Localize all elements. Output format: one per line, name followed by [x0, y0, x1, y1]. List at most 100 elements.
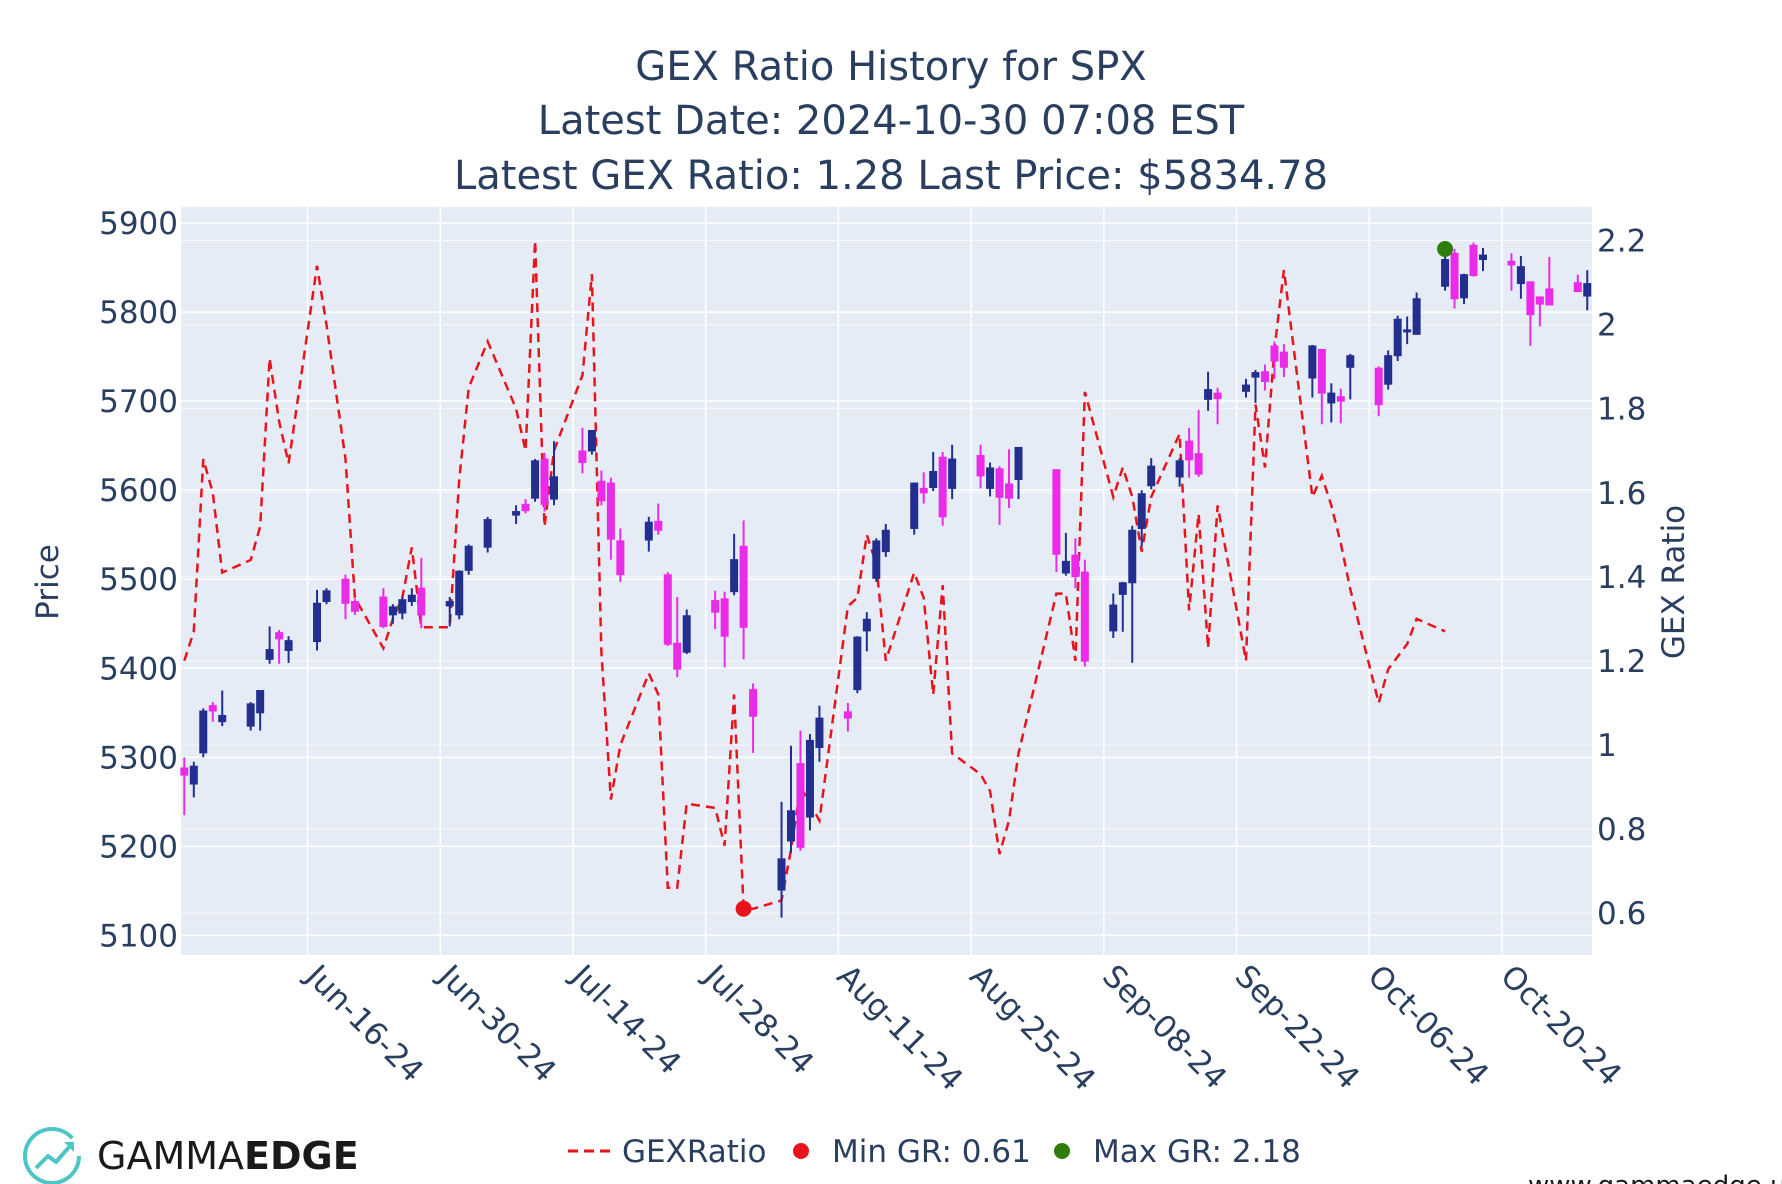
- candle: [711, 590, 720, 630]
- candle: [1346, 353, 1355, 400]
- candle: [1242, 378, 1251, 398]
- candle-body: [711, 600, 720, 613]
- candle-body: [407, 594, 416, 602]
- legend-max-swatch: [1054, 1143, 1070, 1159]
- candle: [815, 705, 824, 762]
- candle-body: [929, 470, 938, 489]
- candle-body: [578, 450, 587, 464]
- y2-tick-label: 1.4: [1597, 560, 1646, 596]
- candle-body: [682, 615, 691, 653]
- candle: [1460, 273, 1469, 305]
- candle: [313, 589, 322, 651]
- candle: [786, 745, 795, 853]
- candle-body: [1080, 571, 1089, 662]
- candle-body: [256, 690, 265, 714]
- candle-body: [1478, 254, 1487, 261]
- candle: [673, 597, 682, 678]
- candle-body: [180, 767, 189, 776]
- candle-body: [350, 600, 359, 612]
- candle-body: [1213, 392, 1222, 399]
- candle: [1005, 449, 1014, 508]
- candle: [464, 544, 473, 575]
- candle: [1583, 270, 1592, 311]
- candle: [1308, 345, 1317, 398]
- plot-area: [181, 207, 1592, 955]
- candle-body: [1308, 345, 1317, 379]
- y2-tick-label: 1.6: [1597, 476, 1646, 512]
- candle: [275, 629, 284, 664]
- candle: [995, 466, 1004, 525]
- y-tick-label: 5100: [99, 918, 178, 954]
- candle: [1080, 559, 1089, 667]
- candle-body: [1317, 348, 1326, 394]
- y2-axis-title: GEX Ratio: [1656, 505, 1692, 659]
- candle: [1469, 242, 1478, 277]
- candle: [284, 636, 293, 663]
- candle: [938, 451, 947, 526]
- y-tick-label: 5600: [99, 473, 178, 509]
- candle-body: [189, 765, 198, 785]
- candle-body: [284, 640, 293, 651]
- candle: [1204, 371, 1213, 411]
- candle-body: [1403, 329, 1412, 333]
- candle-body: [843, 711, 852, 719]
- candle: [910, 482, 919, 535]
- trend-arrow-icon: [23, 1127, 81, 1184]
- candle-body: [1260, 371, 1269, 383]
- candle: [1260, 364, 1269, 391]
- candle-body: [1441, 259, 1450, 287]
- candle: [531, 459, 540, 502]
- candle-body: [910, 482, 919, 529]
- candle: [1384, 350, 1393, 390]
- y-tick-label: 5800: [99, 295, 178, 331]
- candle-body: [1005, 483, 1014, 499]
- candle: [1526, 281, 1535, 346]
- candle: [341, 574, 350, 620]
- candle-body: [1052, 469, 1061, 555]
- candle-body: [654, 520, 663, 531]
- candle-body: [1535, 296, 1544, 305]
- candle: [739, 520, 748, 660]
- candle: [417, 557, 426, 629]
- candle: [843, 702, 852, 732]
- y-tick-label: 5900: [99, 206, 178, 242]
- candle-body: [1270, 345, 1279, 362]
- candle-body: [1204, 389, 1213, 400]
- candle: [407, 588, 416, 606]
- candle-body: [730, 559, 739, 593]
- candle: [1450, 248, 1459, 309]
- candle-body: [531, 460, 540, 499]
- candlestick-series: [180, 242, 1592, 918]
- candle: [180, 757, 189, 816]
- candle: [550, 441, 559, 506]
- candle-body: [1279, 351, 1288, 368]
- candle-body: [853, 636, 862, 691]
- legend-min-label: Min GR: 0.61: [832, 1134, 1031, 1170]
- candle-body: [786, 810, 795, 842]
- candle: [1194, 410, 1203, 477]
- candle: [1052, 469, 1061, 573]
- candle-body: [1061, 560, 1070, 574]
- y-tick-label: 5400: [99, 651, 178, 687]
- candle-body: [1393, 318, 1402, 357]
- candle-body: [938, 456, 947, 518]
- y2-tick-label: 1.2: [1597, 644, 1646, 680]
- candle-body: [739, 545, 748, 628]
- candle: [1061, 532, 1070, 576]
- website-link[interactable]: www.gammaedge.us: [1528, 1171, 1782, 1184]
- candle-body: [1450, 252, 1459, 300]
- y-axis-title: Price: [30, 544, 66, 620]
- candle-body: [1412, 298, 1421, 335]
- candle-body: [673, 642, 682, 670]
- y2-tick-label: 0.8: [1597, 812, 1646, 848]
- candle-body: [872, 540, 881, 579]
- candle: [350, 598, 359, 615]
- candle: [265, 626, 274, 664]
- candle: [1393, 315, 1402, 362]
- candle-body: [796, 763, 805, 848]
- candle: [521, 499, 530, 514]
- candle-body: [265, 649, 274, 660]
- y-tick-label: 5500: [99, 562, 178, 598]
- candle-body: [919, 487, 928, 494]
- candle-body: [1583, 283, 1592, 297]
